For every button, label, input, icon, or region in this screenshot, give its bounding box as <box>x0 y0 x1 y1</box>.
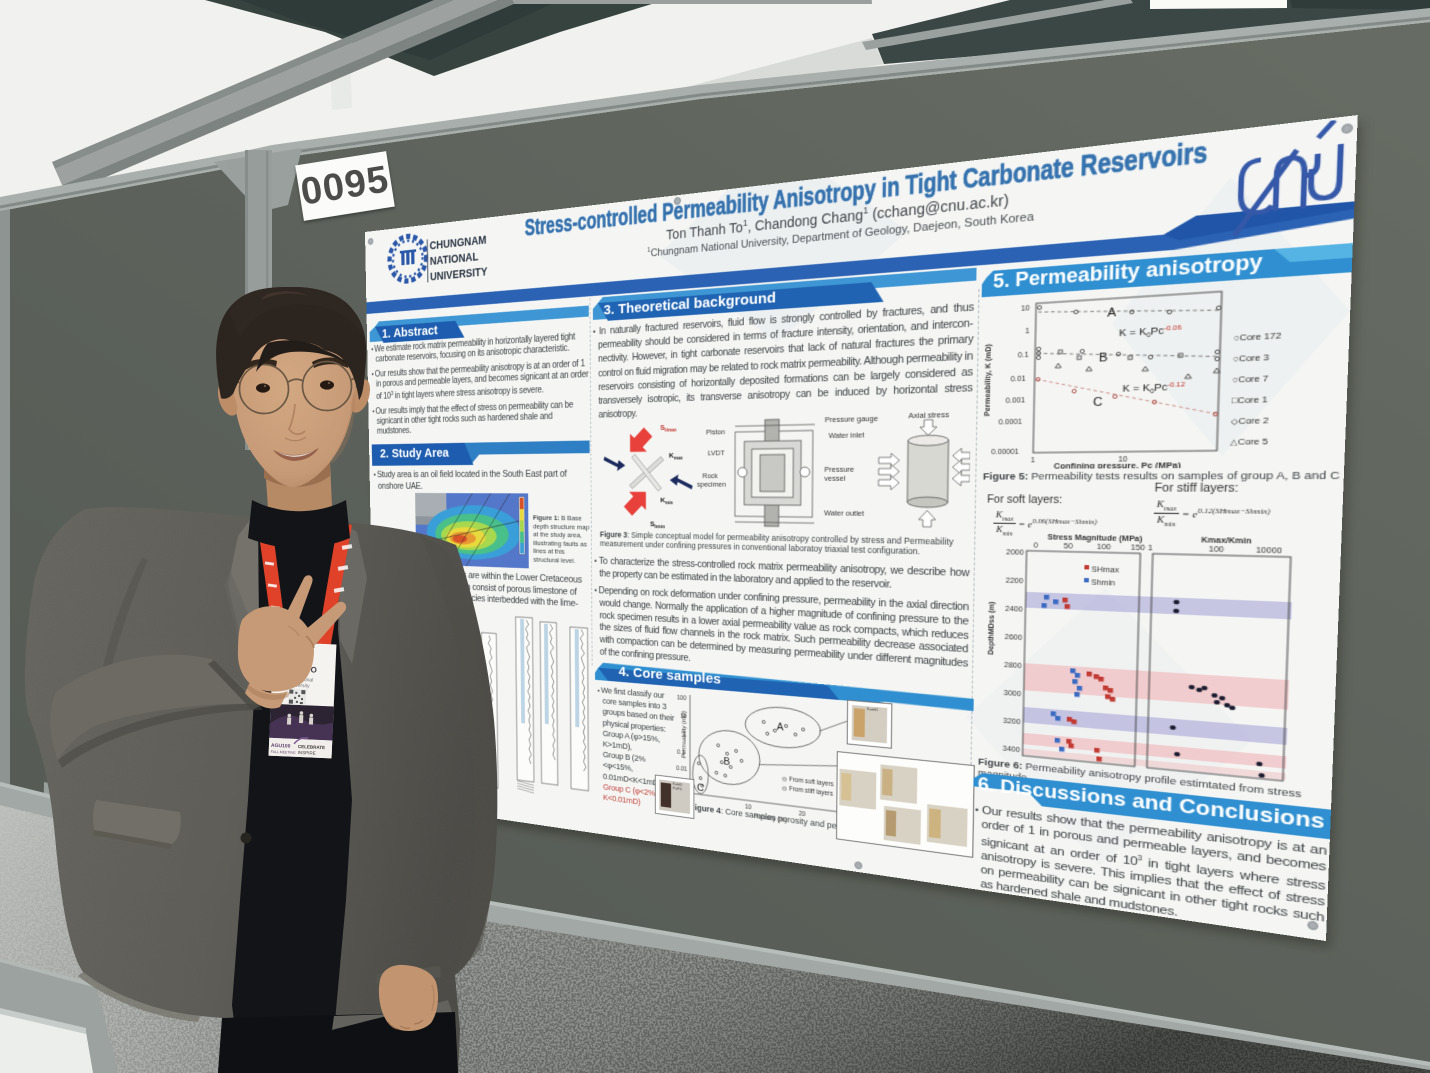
svg-text:150: 150 <box>1131 544 1146 553</box>
svg-text:0.001: 0.001 <box>1006 397 1026 406</box>
svg-text:Water inlet: Water inlet <box>829 432 865 441</box>
svg-text:K = K0Pc-0.12: K = K0Pc-0.12 <box>1122 380 1186 395</box>
svg-text:C: C <box>1093 395 1103 409</box>
svg-text:B: B <box>1099 351 1108 365</box>
svg-text:◇Core 2: ◇Core 2 <box>1231 417 1269 427</box>
svg-text:B: B <box>724 756 731 768</box>
svg-text:Water outlet: Water outlet <box>824 510 865 519</box>
svg-text:0.00001: 0.00001 <box>991 448 1019 457</box>
svg-text:CHUNGNAM: CHUNGNAM <box>429 234 486 253</box>
svg-text:10: 10 <box>680 713 687 721</box>
svg-text:10: 10 <box>1021 304 1030 313</box>
svg-text:1: 1 <box>683 731 687 739</box>
svg-text:1: 1 <box>1148 544 1153 553</box>
svg-text:Shmin: Shmin <box>1091 579 1115 589</box>
svg-text:○Core 172: ○Core 172 <box>1233 332 1281 344</box>
svg-text:Pressure: Pressure <box>824 466 854 474</box>
svg-text:University: University <box>287 682 310 689</box>
svg-text:20: 20 <box>799 810 806 819</box>
svg-text:1: 1 <box>1031 456 1036 465</box>
svg-text:10000: 10000 <box>1256 546 1283 556</box>
svg-text:Rock: Rock <box>702 473 718 481</box>
svg-text:LVDT: LVDT <box>708 450 726 458</box>
svg-text:○Core 7: ○Core 7 <box>1232 375 1268 386</box>
svg-text:AGU100: AGU100 <box>271 743 291 750</box>
svg-text:FALL MEETING: FALL MEETING <box>271 750 296 755</box>
svg-text:vessel: vessel <box>824 475 845 483</box>
svg-text:○Core 3: ○Core 3 <box>1233 354 1270 365</box>
svg-text:10: 10 <box>745 803 752 811</box>
svg-text:100: 100 <box>1097 543 1112 552</box>
svg-text:0: 0 <box>1033 542 1038 551</box>
svg-text:0.1: 0.1 <box>677 749 685 757</box>
svg-text:Pressure gauge: Pressure gauge <box>825 415 878 425</box>
svg-text:0.1: 0.1 <box>1018 351 1029 360</box>
svg-text:100: 100 <box>677 694 687 702</box>
svg-text:2200: 2200 <box>1006 577 1024 586</box>
svg-text:2800: 2800 <box>1004 661 1022 671</box>
svg-text:Confining pressure, Pc (MPa): Confining pressure, Pc (MPa) <box>1054 462 1182 469</box>
svg-text:UNIVERSITY: UNIVERSITY <box>430 266 488 285</box>
svg-text:Kmax: Kmax <box>669 452 683 460</box>
svg-text:3000: 3000 <box>1004 689 1022 699</box>
svg-text:Permeability, K (mD): Permeability, K (mD) <box>984 343 994 416</box>
svg-text:50: 50 <box>1064 542 1074 551</box>
svg-text:□Core 1: □Core 1 <box>1231 396 1267 407</box>
svg-text:100: 100 <box>1209 545 1225 555</box>
svg-text:3400: 3400 <box>1002 745 1020 755</box>
svg-text:△Core 5: △Core 5 <box>1230 438 1268 448</box>
svg-text:DepthMDss (m): DepthMDss (m) <box>987 601 997 655</box>
svg-text:Shmin: Shmin <box>650 521 665 529</box>
svg-text:0.0001: 0.0001 <box>998 418 1022 427</box>
svg-text:10: 10 <box>1118 456 1128 465</box>
svg-text:1: 1 <box>1025 327 1030 336</box>
svg-text:K = K0Pc-0.06: K = K0Pc-0.06 <box>1119 323 1183 340</box>
svg-text:2000: 2000 <box>1006 549 1024 558</box>
svg-text:Stress Magnitude (MPa): Stress Magnitude (MPa) <box>1047 534 1143 545</box>
svg-text:2600: 2600 <box>1005 633 1023 643</box>
svg-text:Kmax/Kmin: Kmax/Kmin <box>1201 536 1252 546</box>
svg-text:specimen: specimen <box>697 481 726 489</box>
svg-text:Kmin: Kmin <box>660 497 673 505</box>
svg-text:SHmax: SHmax <box>1091 566 1120 576</box>
svg-text:CELEBRATE: CELEBRATE <box>298 744 325 750</box>
svg-text:SHmax: SHmax <box>660 424 677 433</box>
svg-text:C: C <box>697 782 704 794</box>
svg-text:A: A <box>1107 305 1117 319</box>
svg-text:Piston: Piston <box>706 429 725 437</box>
svg-text:Axial stress: Axial stress <box>908 411 949 421</box>
svg-text:Permeability (mD): Permeability (mD) <box>681 710 688 758</box>
svg-text:0.01: 0.01 <box>1010 375 1026 384</box>
svg-text:0.01: 0.01 <box>676 765 687 774</box>
svg-text:INSPIRE: INSPIRE <box>298 750 316 756</box>
svg-text:A: A <box>777 721 785 733</box>
svg-text:NATIONAL: NATIONAL <box>430 251 479 269</box>
svg-text:3200: 3200 <box>1003 717 1021 727</box>
svg-text:2400: 2400 <box>1005 605 1023 614</box>
